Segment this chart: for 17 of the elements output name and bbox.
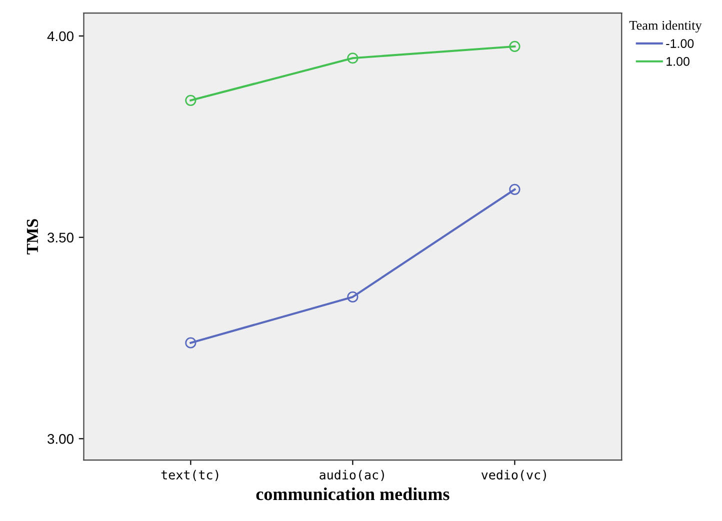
point xyxy=(185,94,196,106)
x-axis-title: communication mediums xyxy=(256,487,450,500)
x-tick-label: audio(ac) xyxy=(320,470,384,481)
legend-label: -1.00 xyxy=(666,39,694,48)
y-tick-label: 3.50 xyxy=(48,232,74,243)
y-tick-label: 4.00 xyxy=(47,31,74,42)
y-tick-label: 3.00 xyxy=(48,434,74,444)
x-tick-label: text(tc) xyxy=(161,470,218,481)
point xyxy=(509,40,520,52)
point xyxy=(347,52,358,64)
legend-label: 1.00 xyxy=(666,57,690,66)
legend-title: Team identity xyxy=(629,20,702,33)
point xyxy=(509,184,520,195)
x-tick-label: vedio(vc) xyxy=(481,470,546,481)
y-axis-title: TMS xyxy=(26,219,38,254)
point xyxy=(347,291,358,302)
point xyxy=(185,337,196,348)
